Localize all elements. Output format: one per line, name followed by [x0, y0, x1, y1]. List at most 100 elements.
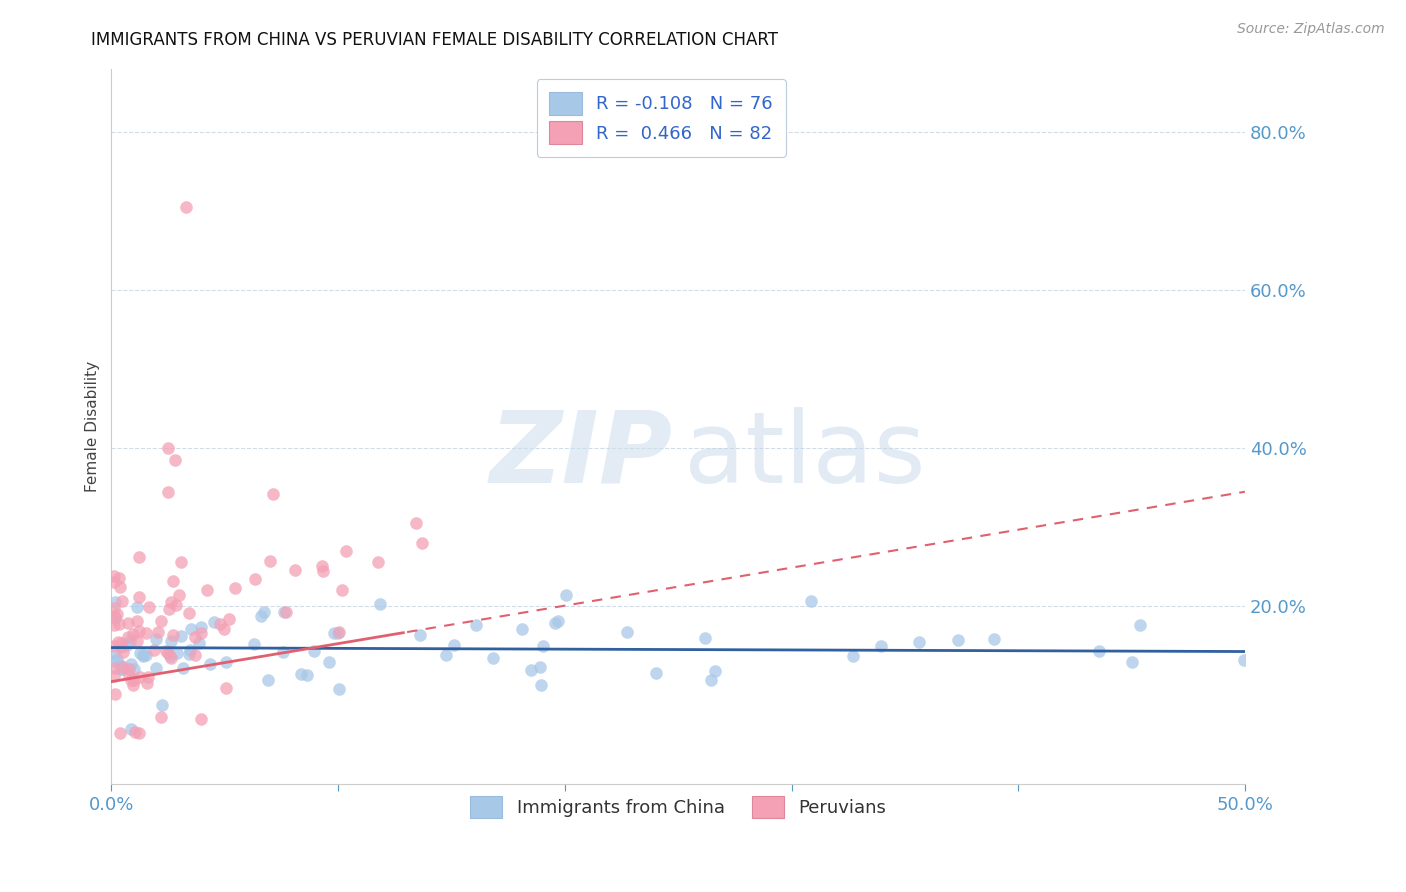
Point	[107, 635, 129, 649]
Point	[179, 643, 201, 657]
Point	[155, 644, 177, 658]
Point	[103, 569, 125, 583]
Point	[302, 643, 325, 657]
Point	[110, 635, 132, 649]
Point	[143, 642, 166, 657]
Point	[120, 657, 142, 671]
Point	[273, 605, 295, 619]
Point	[166, 646, 188, 660]
Point	[544, 616, 567, 631]
Point	[104, 611, 127, 625]
Point	[276, 605, 298, 619]
Point	[212, 622, 235, 636]
Point	[215, 681, 238, 695]
Point	[135, 626, 157, 640]
Point	[163, 453, 186, 467]
Point	[117, 667, 139, 681]
Point	[1121, 655, 1143, 669]
Point	[146, 625, 169, 640]
Point	[111, 662, 134, 676]
Point	[122, 673, 145, 688]
Point	[121, 626, 143, 640]
Point	[209, 617, 232, 632]
Point	[183, 630, 205, 644]
Point	[170, 555, 193, 569]
Point	[842, 649, 865, 664]
Point	[160, 650, 183, 665]
Point	[120, 673, 142, 688]
Point	[800, 594, 823, 608]
Point	[1088, 644, 1111, 658]
Point	[284, 563, 307, 577]
Point	[108, 658, 131, 673]
Point	[120, 633, 142, 648]
Point	[249, 609, 271, 624]
Point	[510, 623, 533, 637]
Point	[271, 645, 294, 659]
Point	[122, 678, 145, 692]
Point	[150, 614, 173, 628]
Point	[703, 664, 725, 678]
Point	[172, 661, 194, 675]
Point	[946, 633, 969, 648]
Point	[150, 698, 173, 713]
Point	[190, 626, 212, 640]
Point	[481, 651, 503, 665]
Point	[112, 659, 135, 673]
Point	[103, 669, 125, 683]
Point	[162, 628, 184, 642]
Point	[326, 625, 349, 640]
Point	[983, 632, 1005, 646]
Point	[104, 595, 127, 609]
Point	[295, 667, 318, 681]
Point	[145, 661, 167, 675]
Point	[167, 588, 190, 602]
Text: Source: ZipAtlas.com: Source: ZipAtlas.com	[1237, 22, 1385, 37]
Text: atlas: atlas	[683, 407, 925, 504]
Point	[132, 648, 155, 663]
Point	[157, 441, 180, 455]
Point	[290, 667, 312, 681]
Point	[103, 600, 125, 615]
Text: IMMIGRANTS FROM CHINA VS PERUVIAN FEMALE DISABILITY CORRELATION CHART: IMMIGRANTS FROM CHINA VS PERUVIAN FEMALE…	[91, 31, 779, 49]
Point	[644, 665, 666, 680]
Point	[128, 670, 150, 684]
Point	[117, 616, 139, 631]
Point	[159, 648, 181, 663]
Point	[105, 607, 128, 621]
Point	[179, 606, 201, 620]
Point	[312, 564, 335, 578]
Point	[870, 639, 893, 653]
Point	[465, 618, 488, 632]
Point	[529, 660, 551, 674]
Point	[128, 590, 150, 604]
Point	[434, 648, 457, 662]
Point	[259, 554, 281, 568]
Point	[128, 550, 150, 565]
Point	[547, 615, 569, 629]
Point	[693, 631, 716, 645]
Point	[135, 676, 157, 690]
Point	[103, 639, 125, 653]
Point	[243, 572, 266, 586]
Point	[202, 615, 225, 629]
Point	[110, 662, 132, 676]
Point	[411, 536, 433, 550]
Point	[124, 725, 146, 739]
Y-axis label: Female Disability: Female Disability	[86, 361, 100, 492]
Point	[125, 614, 148, 628]
Point	[328, 681, 350, 696]
Point	[125, 599, 148, 614]
Point	[159, 595, 181, 609]
Point	[184, 648, 207, 662]
Point	[138, 600, 160, 615]
Point	[1233, 653, 1256, 667]
Point	[318, 656, 340, 670]
Point	[111, 594, 134, 608]
Point	[103, 618, 125, 632]
Point	[1129, 617, 1152, 632]
Point	[156, 485, 179, 500]
Point	[170, 629, 193, 643]
Point	[108, 726, 131, 740]
Point	[129, 646, 152, 660]
